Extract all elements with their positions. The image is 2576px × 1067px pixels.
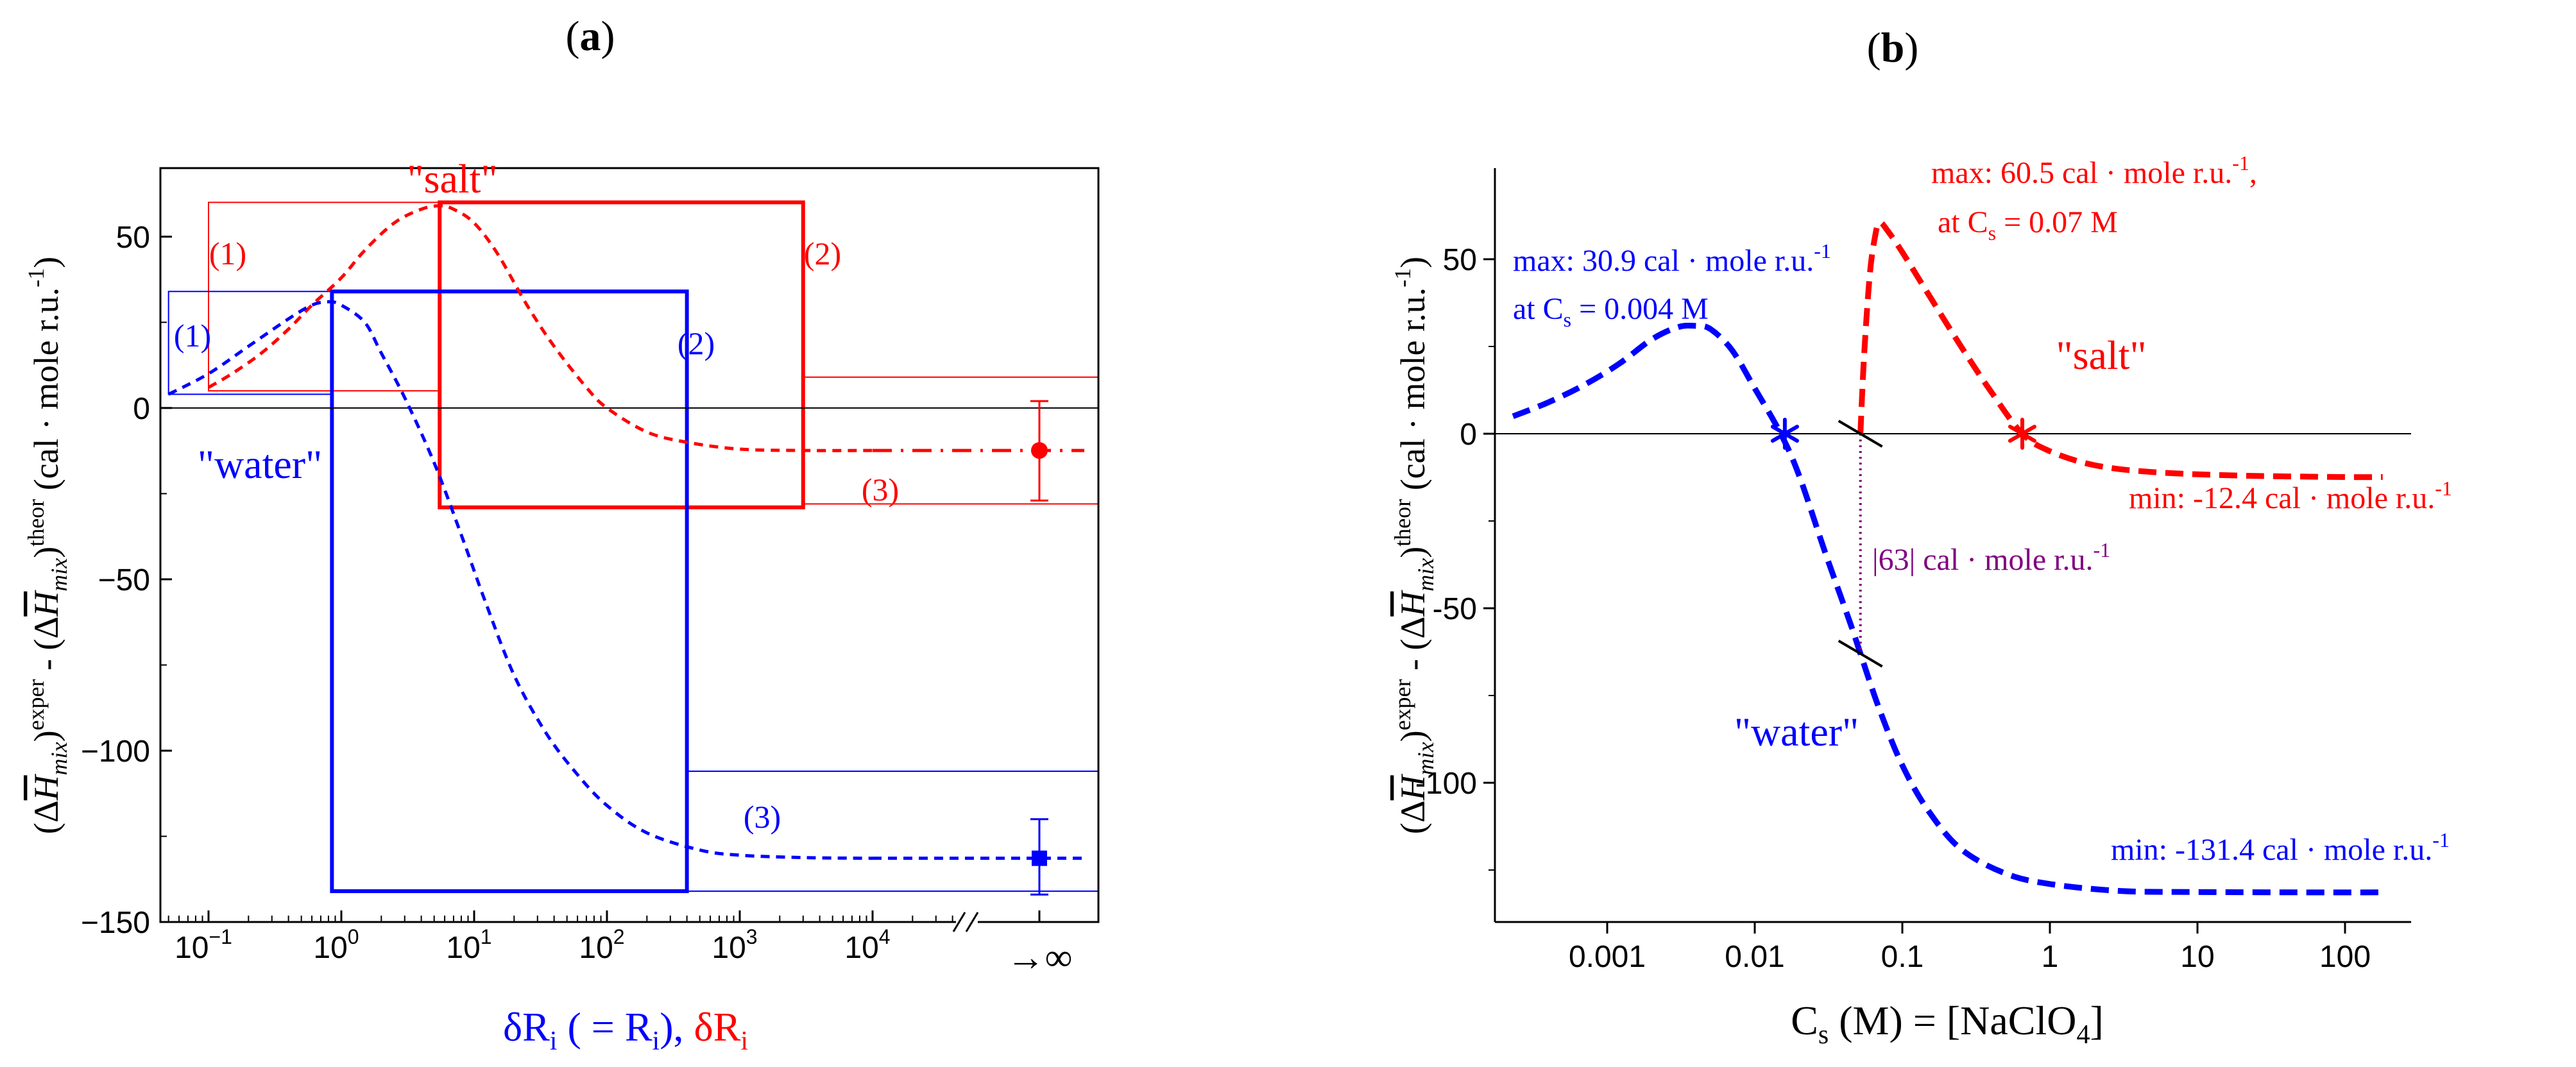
b-y-tick-label: 50	[1443, 243, 1477, 277]
a-salt-box-1-label: (1)	[209, 235, 246, 271]
a-y-ticks: −150 −100 −50 0 50	[81, 221, 172, 940]
a-water-infinity-point	[1032, 850, 1047, 866]
a-curve-salt	[207, 204, 873, 452]
a-water-label: "water"	[198, 441, 322, 487]
panel-b-label: (b)	[1867, 24, 1919, 71]
b-break-slash	[1838, 420, 1883, 448]
b-y-tick-label: 0	[1460, 418, 1477, 452]
b-curves	[1512, 219, 2383, 896]
b-x-tick-label: 0.01	[1725, 940, 1784, 974]
a-salt-box-2-label: (2)	[804, 235, 841, 271]
b-axes	[1494, 168, 2411, 923]
b-water-min-label: min: -131.4 cal · mole r.u.-1	[2111, 828, 2450, 867]
b-x-tick-label: 0.001	[1569, 940, 1646, 974]
panel-a: (a) −150 −100 −50 0 50 10−1 100 101 102 103 104 →…	[23, 13, 1100, 1056]
b-water-label: "water"	[1734, 709, 1859, 755]
b-salt-min-label: min: -12.4 cal · mole r.u.-1	[2129, 477, 2452, 515]
a-infinity-tick-label: →∞	[1007, 936, 1073, 978]
a-x-tick-label: 104	[844, 925, 890, 965]
b-salt-star	[2008, 418, 2036, 450]
a-y-tick-label: 50	[116, 221, 150, 255]
a-x-tick-label: 103	[712, 925, 757, 965]
b-curve-salt	[1857, 219, 2383, 481]
b-x-ticks: 0.001 0.01 0.1 1 10 100	[1569, 922, 2371, 974]
b-x-tick-label: 10	[2180, 940, 2214, 974]
b-x-axis-label: Cs (M) = [NaClO4]	[1791, 998, 2104, 1050]
b-x-tick-label: 100	[2319, 940, 2371, 974]
b-y-ticks: -100 -50 0 50	[1415, 243, 1495, 871]
b-y-tick-label: -50	[1433, 592, 1477, 626]
b-markers	[1770, 418, 2036, 668]
a-x-tick-label: 100	[313, 925, 359, 965]
b-gap-label: |63| cal · mole r.u.-1	[1872, 538, 2110, 577]
a-axis-break	[952, 911, 979, 933]
a-box-salt-1	[208, 201, 441, 392]
a-box-salt-2	[438, 200, 805, 509]
a-infinity-points	[1030, 400, 1048, 896]
a-range-boxes	[167, 200, 1098, 893]
a-x-ticks: 10−1 100 101 102 103 104	[167, 910, 1041, 965]
b-water-max-label-line1: max: 30.9 cal · mole r.u.-1	[1513, 239, 1831, 278]
b-salt-max-label-line2: at Cs = 0.07 M	[1938, 205, 2118, 244]
b-x-tick-label: 0.1	[1881, 940, 1924, 974]
a-y-axis-label: (ΔHmix)exper - (ΔHmix)theor (cal · mole …	[23, 257, 72, 834]
b-curve-water	[1512, 322, 2383, 896]
b-salt-label: "salt"	[2056, 332, 2146, 378]
b-break-slash	[1838, 639, 1883, 668]
a-x-tick-label: 10−1	[175, 925, 232, 965]
a-y-tick-label: −50	[98, 563, 150, 597]
a-plot-frame	[159, 167, 1100, 923]
b-water-max-label-line2: at Cs = 0.004 M	[1513, 292, 1709, 331]
a-x-axis-label: δRi ( = Ri), δRi	[503, 1004, 748, 1056]
a-salt-infinity-point	[1031, 442, 1048, 459]
a-y-tick-label: 0	[133, 392, 150, 426]
b-water-star	[1770, 418, 1799, 450]
a-box-water-2	[330, 289, 689, 893]
b-salt-max-label-line1: max: 60.5 cal · mole r.u.-1,	[1931, 151, 2257, 190]
a-curves	[167, 204, 1084, 860]
a-salt-label: "salt"	[407, 156, 497, 201]
a-x-tick-label: 102	[579, 925, 624, 965]
a-box-water-3	[686, 771, 1098, 892]
panel-b: (b) -100 -50 0 50 0.001 0.01 0.1 1 10 100 (ΔHmix…	[1390, 24, 2452, 1050]
b-y-tick-label: -100	[1415, 767, 1477, 801]
a-curve-water	[167, 300, 873, 860]
a-salt-box-3-label: (3)	[862, 472, 899, 508]
a-y-tick-label: −150	[81, 906, 150, 940]
a-water-box-1-label: (1)	[174, 318, 211, 354]
b-y-axis-label: (ΔHmix)exper - (ΔHmix)theor (cal · mole …	[1390, 257, 1438, 834]
a-box-salt-3	[802, 376, 1098, 505]
a-x-tick-label: 101	[446, 925, 491, 965]
a-water-box-3-label: (3)	[744, 799, 781, 835]
a-y-tick-label: −100	[81, 735, 150, 769]
a-water-box-2-label: (2)	[678, 325, 715, 361]
b-x-tick-label: 1	[2042, 940, 2059, 974]
panel-a-label: (a)	[566, 13, 615, 60]
